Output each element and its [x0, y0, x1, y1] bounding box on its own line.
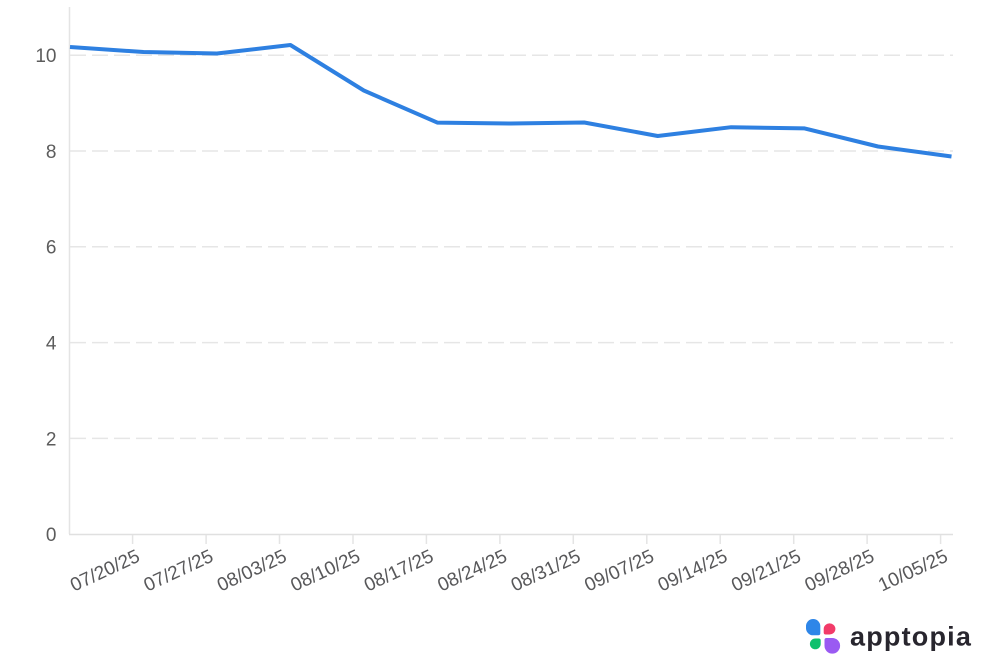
svg-text:8: 8	[46, 142, 57, 163]
svg-text:0: 0	[46, 525, 57, 546]
svg-text:6: 6	[46, 238, 57, 259]
svg-text:4: 4	[46, 334, 57, 355]
svg-text:apptopia: apptopia	[850, 622, 972, 652]
svg-text:2: 2	[46, 429, 57, 450]
svg-text:10: 10	[35, 46, 56, 67]
